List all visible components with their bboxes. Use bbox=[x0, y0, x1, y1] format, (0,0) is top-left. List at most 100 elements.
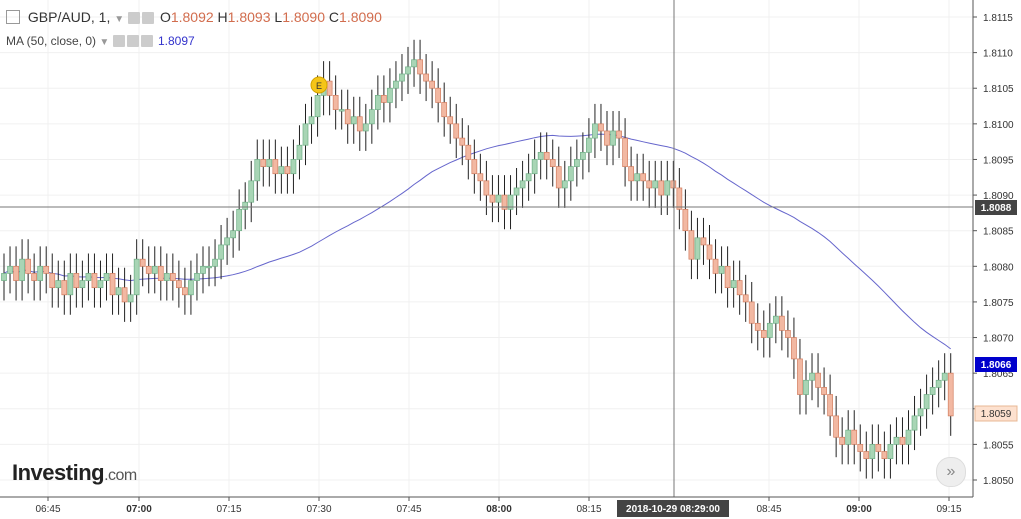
candle bbox=[839, 417, 846, 465]
candle bbox=[254, 139, 261, 201]
candle bbox=[194, 253, 200, 301]
candle bbox=[622, 118, 628, 187]
candle bbox=[139, 239, 146, 287]
close-icon[interactable] bbox=[140, 35, 153, 47]
candle bbox=[598, 103, 604, 151]
y-tick-label: 1.8065 bbox=[983, 369, 1014, 380]
candle bbox=[471, 139, 478, 194]
candle bbox=[206, 246, 212, 287]
collapse-icon[interactable] bbox=[6, 10, 20, 24]
candle bbox=[399, 54, 405, 102]
candle bbox=[423, 54, 429, 102]
candle bbox=[67, 253, 74, 315]
candle bbox=[188, 260, 194, 315]
candle bbox=[760, 310, 767, 358]
grid-lines bbox=[0, 0, 973, 497]
candle bbox=[833, 395, 839, 458]
candle bbox=[640, 153, 647, 201]
candle bbox=[169, 253, 176, 301]
candle bbox=[417, 39, 423, 94]
y-tick-label: 1.8075 bbox=[983, 298, 1014, 309]
low-value: 1.8090 bbox=[282, 9, 326, 25]
high-value: 1.8093 bbox=[227, 9, 271, 25]
candle bbox=[133, 239, 140, 315]
candle bbox=[344, 89, 351, 144]
earnings-marker-label: E bbox=[316, 81, 322, 91]
candle bbox=[151, 246, 158, 294]
x-tick-label: 09:15 bbox=[936, 504, 961, 515]
candle bbox=[549, 139, 556, 187]
candle bbox=[821, 367, 827, 415]
y-tick-label: 1.8090 bbox=[983, 191, 1014, 202]
ma-label: MA (50, close, 0) bbox=[6, 34, 97, 48]
earnings-marker[interactable]: E bbox=[310, 76, 328, 94]
price-axis[interactable]: 1.81151.81101.81051.81001.80951.80901.80… bbox=[972, 0, 1014, 497]
y-tick-label: 1.8070 bbox=[983, 334, 1014, 345]
ma-header: MA (50, close, 0) ▼ 1.8097 bbox=[6, 34, 195, 48]
scroll-to-realtime-button[interactable]: » bbox=[936, 457, 966, 487]
candle bbox=[911, 395, 918, 451]
candle bbox=[61, 260, 68, 315]
eye-icon[interactable] bbox=[112, 35, 125, 47]
candle bbox=[465, 125, 472, 180]
y-tick-label: 1.8080 bbox=[983, 262, 1014, 273]
candle bbox=[49, 253, 56, 308]
svg-text:1.8066: 1.8066 bbox=[981, 360, 1012, 371]
candle bbox=[375, 75, 381, 130]
candle bbox=[682, 189, 689, 251]
y-tick-label: 1.8115 bbox=[983, 13, 1013, 24]
candle bbox=[531, 139, 538, 194]
settings-icon[interactable] bbox=[126, 35, 139, 47]
gear-icon[interactable] bbox=[142, 12, 155, 24]
candle bbox=[429, 61, 435, 109]
x-tick-label: 08:15 bbox=[576, 504, 601, 515]
x-tick-label: 07:00 bbox=[126, 504, 152, 515]
candle bbox=[127, 274, 134, 322]
candle bbox=[236, 189, 243, 251]
x-tick-label: 09:00 bbox=[846, 504, 872, 515]
ma-value: 1.8097 bbox=[157, 34, 195, 48]
chevron-down-icon[interactable]: ▼ bbox=[99, 37, 110, 48]
crosshair-price-tag: 1.8088 bbox=[975, 200, 1017, 215]
chevron-down-icon[interactable]: ▼ bbox=[114, 14, 125, 25]
y-tick-label: 1.8100 bbox=[983, 120, 1014, 131]
candle bbox=[772, 296, 779, 344]
candle bbox=[857, 424, 864, 472]
candle bbox=[163, 253, 170, 301]
candle bbox=[754, 303, 761, 351]
candle bbox=[489, 175, 496, 223]
candle bbox=[905, 410, 912, 465]
x-tick-label: 07:30 bbox=[306, 504, 331, 515]
candle bbox=[43, 246, 50, 294]
symbol-label: GBP/AUD, 1, bbox=[27, 9, 111, 25]
svg-text:2018-10-29 08:29:00: 2018-10-29 08:29:00 bbox=[626, 504, 720, 515]
candle bbox=[748, 281, 755, 344]
candle bbox=[91, 253, 98, 308]
candle bbox=[555, 146, 562, 208]
candle bbox=[863, 431, 870, 479]
candle bbox=[935, 360, 942, 408]
candle bbox=[519, 160, 526, 208]
candle bbox=[718, 246, 725, 294]
x-tick-label: 08:45 bbox=[756, 504, 781, 515]
time-axis[interactable]: 06:45 07:00 07:15 07:30 07:45 08:00 08:15 08:45… bbox=[0, 496, 973, 515]
candle bbox=[869, 424, 876, 479]
y-tick-label: 1.8110 bbox=[983, 49, 1013, 60]
candle bbox=[507, 175, 514, 230]
candle bbox=[604, 111, 610, 166]
candle bbox=[809, 353, 815, 401]
candle bbox=[736, 260, 743, 315]
candle bbox=[362, 103, 369, 151]
svg-text:1.8059: 1.8059 bbox=[981, 409, 1012, 420]
candle bbox=[483, 160, 490, 216]
candle bbox=[537, 132, 544, 180]
investing-logo: Investing.com bbox=[12, 460, 137, 485]
x-tick-label: 08:00 bbox=[486, 504, 512, 515]
candle bbox=[561, 160, 568, 208]
candle bbox=[115, 267, 122, 315]
candle bbox=[387, 68, 393, 123]
x-tick-label: 06:45 bbox=[35, 504, 60, 515]
settings-icon[interactable] bbox=[128, 12, 141, 24]
ma-line bbox=[3, 133, 951, 350]
